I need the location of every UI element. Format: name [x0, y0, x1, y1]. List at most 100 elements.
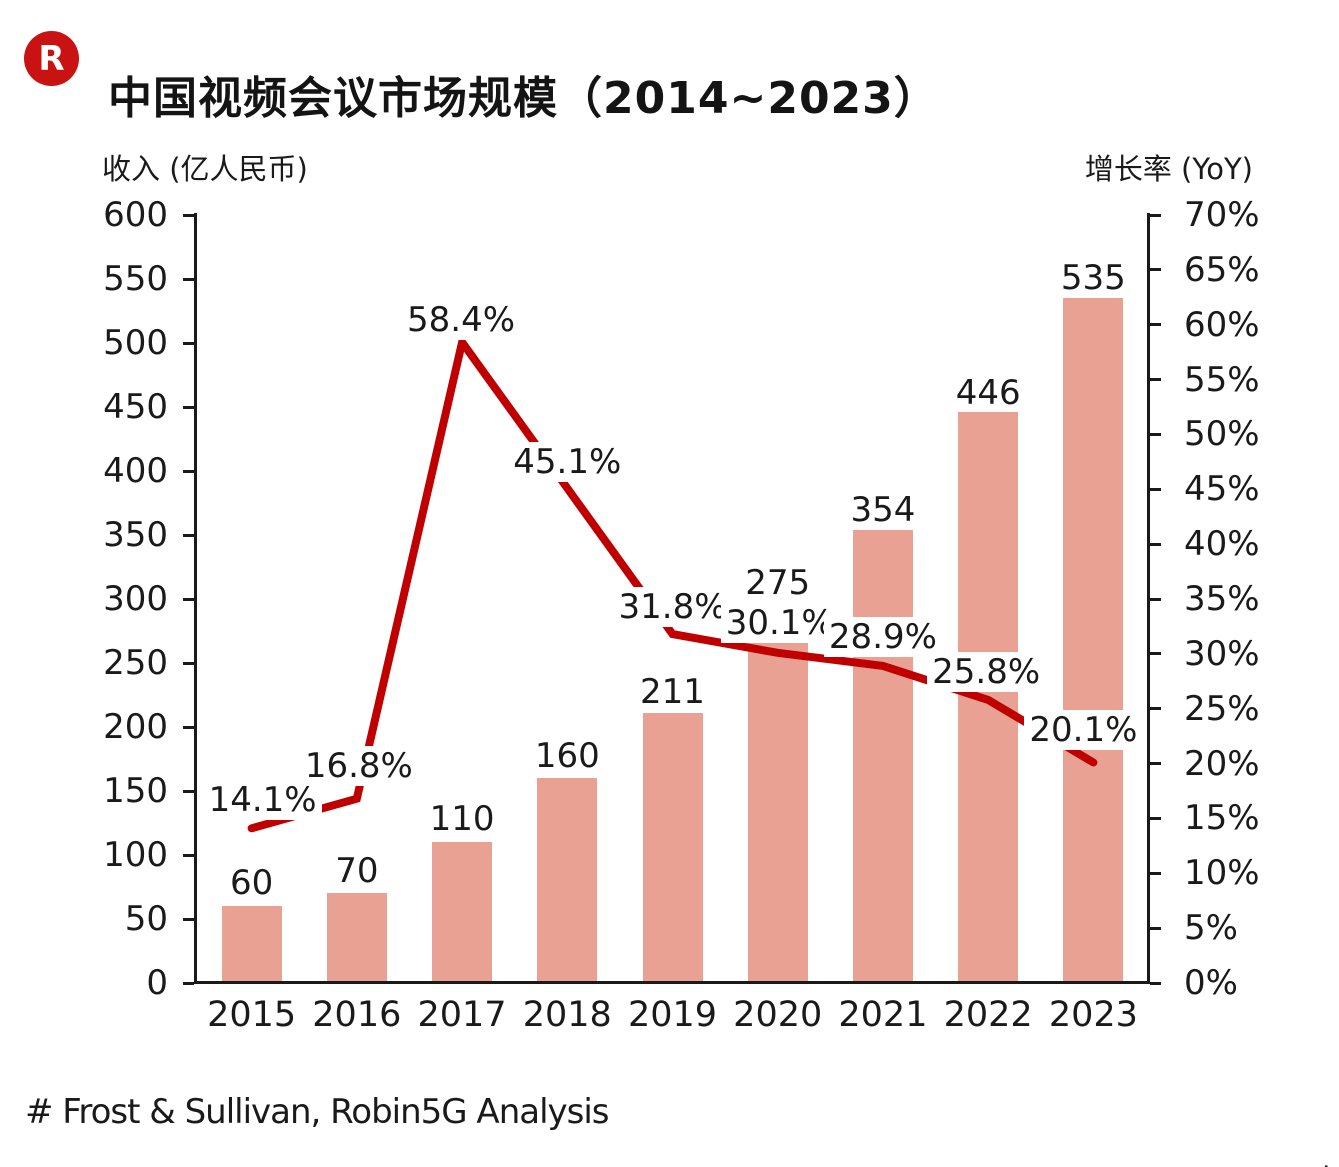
growth-point-label: 45.1% [508, 442, 627, 483]
bar [958, 412, 1019, 981]
x-axis-label: 2021 [838, 995, 928, 1035]
right-axis-tick-label: 10% [1184, 853, 1260, 894]
bar [747, 631, 808, 981]
left-axis-tick [183, 341, 194, 345]
right-axis-tick-label: 25% [1184, 688, 1260, 729]
bar-value-label: 110 [429, 799, 495, 840]
left-axis-tick [183, 597, 194, 601]
left-axis-tick [183, 789, 194, 793]
x-axis-label: 2019 [627, 995, 718, 1035]
left-axis-tick-label: 200 [103, 707, 168, 747]
right-axis-tick [1150, 816, 1161, 820]
left-axis-tick [183, 277, 194, 281]
right-axis-tick [1150, 652, 1161, 656]
bar-value-label: 211 [640, 671, 705, 712]
left-axis-tick [183, 981, 194, 985]
right-axis-tick [1150, 981, 1161, 985]
bar [852, 529, 913, 981]
right-axis-tick-label: 0% [1184, 963, 1238, 1003]
left-axis-tick-label: 300 [103, 579, 168, 619]
right-axis-title: 增长率 (YoY) [1084, 152, 1253, 186]
logo-letter: R [38, 38, 65, 79]
right-axis-tick [1150, 268, 1161, 272]
left-axis-tick-label: 150 [103, 771, 168, 811]
bar [432, 842, 493, 981]
left-axis-tick-label: 400 [103, 451, 168, 491]
bar-value-label: 160 [534, 736, 600, 777]
left-axis-tick-label: 250 [103, 643, 168, 683]
growth-point-label: 31.8% [613, 587, 732, 628]
right-axis-tick-label: 20% [1184, 743, 1260, 784]
left-axis-tick [183, 533, 194, 537]
right-axis-tick-label: 5% [1184, 908, 1238, 949]
right-axis-tick-label: 50% [1184, 414, 1260, 455]
growth-point-label: 30.1% [720, 602, 839, 643]
left-axis-tick-label: 50 [124, 899, 168, 939]
right-axis-tick-label: 55% [1184, 359, 1260, 400]
left-axis-tick [183, 661, 194, 665]
x-axis-label: 2018 [522, 995, 612, 1035]
right-axis-tick [1150, 213, 1161, 217]
left-axis-tick-label: 450 [103, 387, 168, 427]
bar-value-label: 70 [335, 851, 379, 892]
copyright-note: Copyright @ 2020 by Robin5G. All rights … [1309, 1163, 1333, 1167]
x-axis-line [194, 981, 1150, 984]
right-axis-tick [1150, 926, 1161, 930]
bar [221, 906, 282, 981]
right-axis-tick [1150, 542, 1161, 546]
right-axis-tick [1150, 487, 1161, 491]
right-axis-tick [1150, 432, 1161, 436]
x-axis-label: 2016 [312, 995, 402, 1035]
right-axis-tick-label: 70% [1184, 195, 1260, 235]
bar-value-label: 446 [955, 373, 1021, 414]
x-axis-label: 2020 [733, 995, 823, 1035]
right-axis-tick-label: 40% [1184, 524, 1260, 565]
right-axis-tick [1150, 323, 1161, 327]
left-axis-tick [183, 469, 194, 473]
left-axis-tick [183, 725, 194, 729]
left-axis-title: 收入 (亿人民币) [102, 152, 308, 186]
growth-point-label: 25.8% [927, 651, 1046, 692]
x-axis-label: 2017 [417, 995, 507, 1035]
bar [326, 893, 387, 981]
bar [1063, 298, 1124, 981]
growth-point-label: 14.1% [203, 780, 322, 821]
left-axis-line [194, 213, 197, 984]
left-axis-tick [183, 853, 194, 857]
source-note: # Frost & Sullivan, Robin5G Analysis [25, 1092, 610, 1132]
right-axis-tick [1150, 707, 1161, 711]
bar [537, 778, 598, 981]
bar-value-label: 354 [850, 489, 916, 530]
left-axis-tick-label: 550 [103, 259, 168, 299]
growth-point-label: 58.4% [402, 300, 521, 341]
bar-value-label: 60 [229, 863, 274, 904]
x-axis-label: 2015 [207, 995, 297, 1035]
right-axis-line [1147, 213, 1150, 984]
chart-title: 中国视频会议市场规模（2014~2023） [108, 73, 939, 125]
growth-point-label: 20.1% [1024, 710, 1143, 751]
right-axis-tick [1150, 762, 1161, 766]
right-axis-tick-label: 15% [1184, 798, 1260, 839]
left-axis-tick-label: 0 [146, 963, 168, 1003]
right-axis-tick-label: 65% [1184, 249, 1260, 290]
left-axis-tick [183, 213, 194, 217]
bar [642, 712, 703, 981]
right-axis-tick [1150, 871, 1161, 875]
right-axis-tick-label: 35% [1184, 579, 1260, 619]
left-axis-tick-label: 600 [103, 195, 168, 235]
right-axis-tick-label: 60% [1184, 304, 1260, 345]
bar-value-label: 275 [745, 563, 811, 603]
growth-point-label: 16.8% [299, 745, 418, 786]
bar-value-label: 535 [1060, 258, 1126, 299]
right-axis-tick-label: 45% [1184, 469, 1260, 510]
right-axis-tick [1150, 597, 1161, 601]
left-axis-tick [183, 917, 194, 921]
x-axis-label: 2022 [943, 995, 1033, 1035]
x-axis-label: 2023 [1048, 995, 1138, 1035]
left-axis-tick-label: 350 [103, 515, 168, 555]
left-axis-tick [183, 405, 194, 409]
growth-point-label: 28.9% [823, 616, 942, 657]
